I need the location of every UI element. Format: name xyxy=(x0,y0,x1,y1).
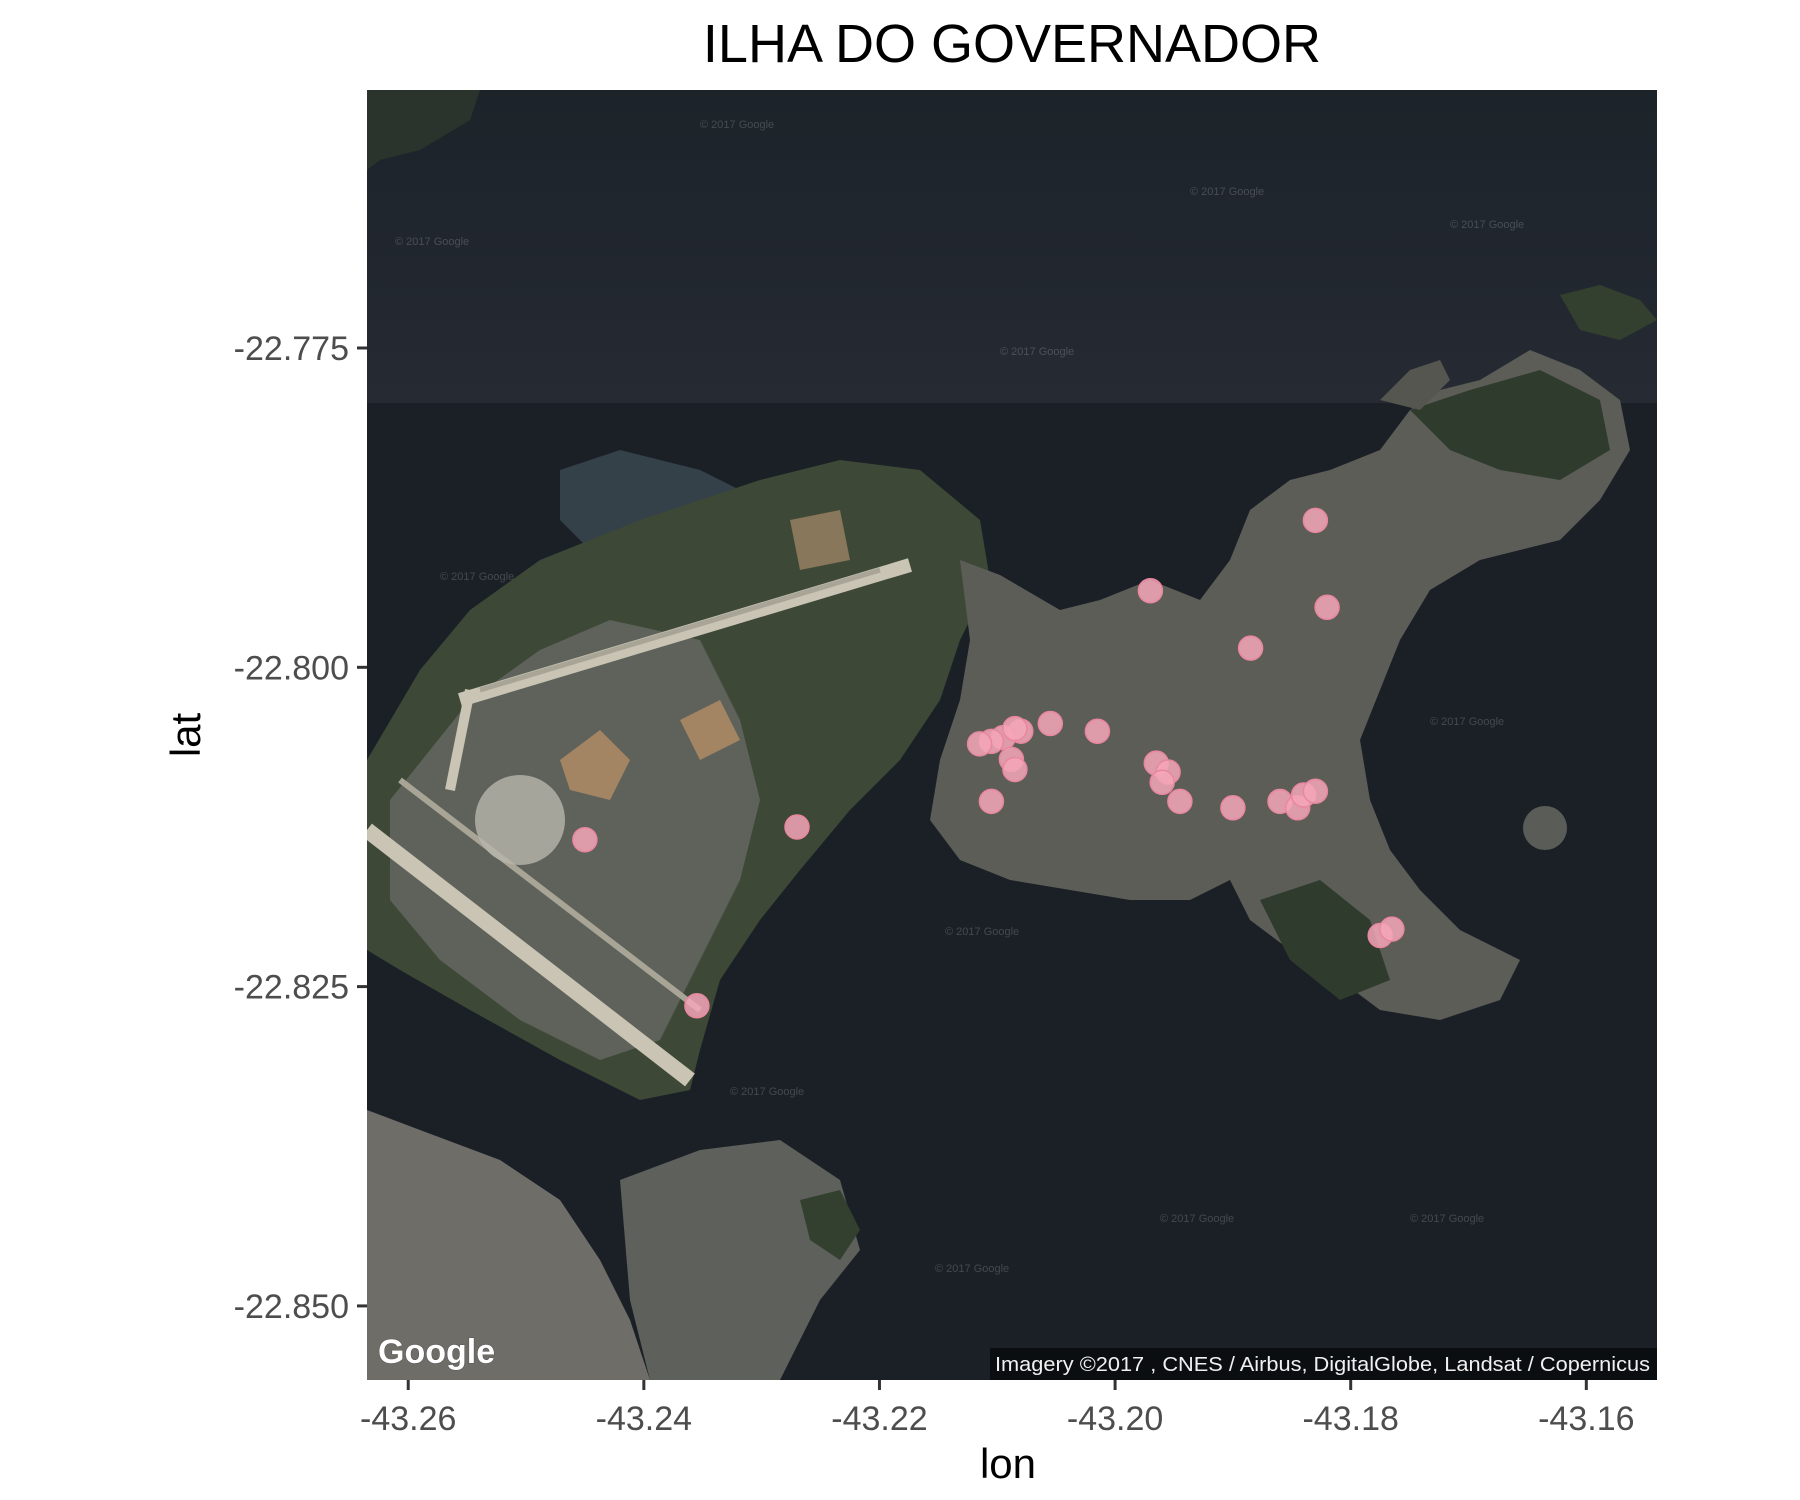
y-tick-label: -22.825 xyxy=(234,969,349,1007)
data-point-24 xyxy=(572,826,598,853)
data-point-4 xyxy=(1237,635,1264,661)
y-tick-label: -22.775 xyxy=(234,330,349,368)
data-point-16 xyxy=(1149,769,1175,796)
data-point-11 xyxy=(966,731,993,757)
runway-main xyxy=(457,558,913,707)
north-peninsula xyxy=(1380,360,1450,410)
x-tick-label: -43.16 xyxy=(1538,1400,1634,1438)
taxiway-2 xyxy=(479,567,881,693)
small-island-south xyxy=(800,1190,860,1260)
y-tick-label: -22.800 xyxy=(234,649,349,687)
island-forest-south xyxy=(1260,880,1390,1000)
island-forest-north xyxy=(1410,370,1610,480)
data-point-2 xyxy=(1137,577,1164,604)
data-point-25 xyxy=(784,814,810,840)
watermark-1: © 2017 Google xyxy=(700,119,774,131)
attribution-bg xyxy=(990,1348,1657,1380)
data-point-13 xyxy=(1002,756,1028,783)
data-point-9 xyxy=(1002,715,1028,742)
runway-long xyxy=(367,823,695,1087)
data-point-1 xyxy=(1302,507,1329,534)
sand-patch-3 xyxy=(790,510,850,570)
watermark-7: © 2017 Google xyxy=(1430,716,1504,728)
northeast-islet xyxy=(1560,285,1657,340)
map-attribution: Imagery ©2017 , CNES / Airbus, DigitalGl… xyxy=(995,1354,1650,1376)
watermark-4: © 2017 Google xyxy=(1450,219,1524,231)
x-tick-label: -43.22 xyxy=(831,1400,927,1438)
data-point-17 xyxy=(1167,788,1193,815)
watermark-6: © 2017 Google xyxy=(440,571,514,583)
watermark-9: © 2017 Google xyxy=(730,1086,804,1098)
southwest-mainland xyxy=(367,1110,650,1380)
points-layer xyxy=(572,507,1405,1019)
google-logo: Google xyxy=(378,1333,495,1371)
watermark-11: © 2017 Google xyxy=(1410,1213,1484,1225)
watermark-2: © 2017 Google xyxy=(1190,186,1264,198)
x-tick-label: -43.26 xyxy=(360,1400,456,1438)
data-point-3 xyxy=(1314,594,1340,621)
main-island xyxy=(930,350,1630,1020)
airport-terminal xyxy=(475,775,565,865)
data-point-5 xyxy=(1037,710,1064,737)
northwest-shore xyxy=(367,90,480,170)
watermark-12: © 2017 Google xyxy=(935,1263,1009,1275)
data-point-6 xyxy=(1084,718,1111,744)
y-axis-title: lat xyxy=(162,712,209,757)
x-tick-label: -43.20 xyxy=(1067,1400,1163,1438)
x-tick-label: -43.24 xyxy=(596,1400,692,1438)
sand-patch-2 xyxy=(680,700,740,760)
data-point-18 xyxy=(978,788,1005,815)
chart-title: ILHA DO GOVERNADOR xyxy=(703,14,1321,74)
satellite-map-panel[interactable]: © 2017 Google © 2017 Google © 2017 Googl… xyxy=(367,90,1657,1380)
x-axis: -43.26 -43.24 -43.22 -43.20 -43.18 -43.16 xyxy=(360,1380,1635,1438)
upper-water-tile xyxy=(367,90,1657,403)
watermark-8: © 2017 Google xyxy=(945,926,1019,938)
data-point-23 xyxy=(1302,778,1329,804)
runway-cross xyxy=(445,689,475,791)
y-tick-label: -22.850 xyxy=(234,1288,349,1326)
x-tick-label: -43.18 xyxy=(1302,1400,1398,1438)
watermark-3: © 2017 Google xyxy=(395,236,469,248)
watermark-10: © 2017 Google xyxy=(1160,1213,1234,1225)
data-point-27 xyxy=(1379,916,1405,942)
data-point-19 xyxy=(1220,795,1246,821)
x-axis-title: lon xyxy=(980,1440,1036,1487)
y-axis: -22.775 -22.800 -22.825 -22.850 xyxy=(234,330,367,1326)
east-islet xyxy=(1523,806,1567,850)
watermark-5: © 2017 Google xyxy=(1000,346,1074,358)
taxiway-1 xyxy=(398,777,702,1013)
sand-patch-1 xyxy=(560,730,630,800)
data-point-28 xyxy=(684,993,710,1019)
